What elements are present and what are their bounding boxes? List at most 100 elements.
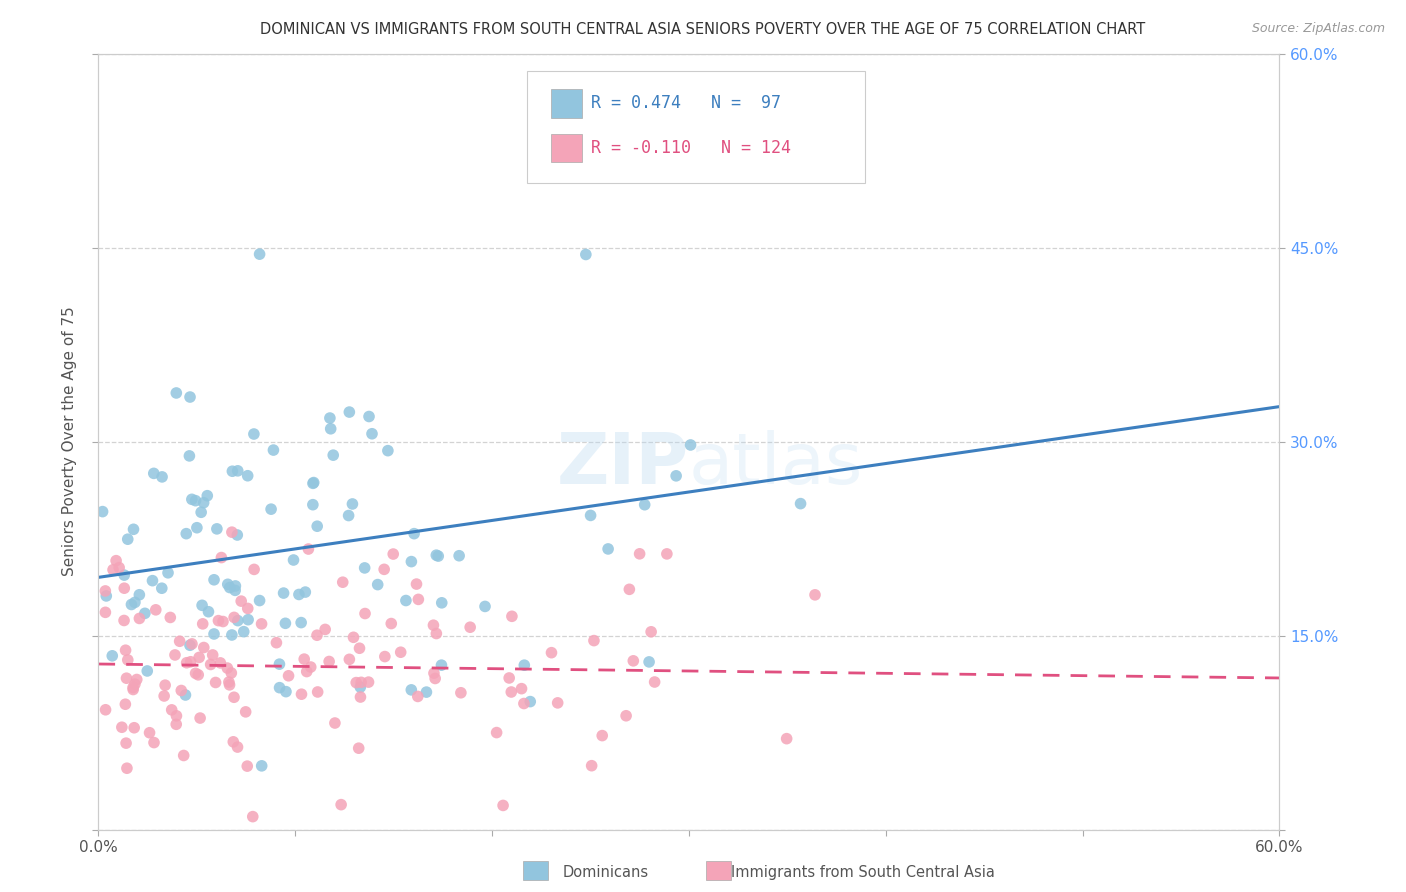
Text: atlas: atlas (689, 430, 863, 500)
Point (170, 683, 193, 698)
Point (181, 637, 204, 651)
Point (350, 675, 373, 690)
Point (401, 682, 423, 697)
Point (193, 640, 215, 655)
Point (274, 684, 297, 698)
Point (427, 549, 450, 563)
Point (226, 614, 249, 628)
Point (299, 660, 322, 674)
Point (150, 470, 173, 484)
Point (117, 653, 139, 667)
Point (374, 649, 396, 664)
Point (128, 588, 150, 602)
Point (349, 680, 371, 694)
Point (222, 690, 245, 705)
Point (243, 427, 266, 442)
Point (190, 505, 212, 519)
Point (458, 620, 481, 634)
Point (153, 678, 176, 692)
Point (292, 652, 315, 666)
Point (425, 626, 447, 640)
Point (157, 566, 180, 580)
Point (634, 498, 657, 512)
Point (302, 475, 325, 490)
Point (598, 541, 620, 556)
Point (243, 562, 266, 576)
Point (141, 574, 163, 588)
Point (174, 688, 197, 702)
Point (174, 526, 197, 541)
Point (382, 547, 405, 561)
Point (242, 810, 264, 824)
Point (401, 555, 423, 569)
Text: Dominicans: Dominicans (562, 865, 648, 880)
Point (114, 697, 136, 711)
Point (218, 678, 240, 692)
Point (638, 655, 661, 669)
Point (226, 464, 249, 478)
Point (415, 685, 437, 699)
Point (105, 554, 128, 568)
Point (288, 587, 311, 601)
Point (124, 677, 146, 691)
Point (217, 661, 239, 675)
Point (207, 614, 229, 628)
Point (128, 611, 150, 625)
Point (395, 593, 418, 607)
Point (319, 411, 342, 425)
Point (101, 648, 124, 663)
Point (318, 655, 340, 669)
Point (302, 476, 325, 491)
Point (249, 247, 271, 261)
Point (191, 616, 214, 631)
Point (322, 448, 344, 462)
Point (222, 735, 245, 749)
Point (143, 735, 166, 749)
Point (165, 717, 187, 731)
Point (579, 508, 602, 523)
Point (775, 731, 797, 746)
Point (269, 657, 291, 672)
Point (789, 497, 811, 511)
Point (120, 598, 142, 612)
Point (176, 656, 198, 670)
Point (221, 628, 243, 642)
Point (193, 496, 215, 510)
Point (519, 695, 541, 709)
Point (179, 449, 201, 463)
Point (425, 548, 447, 562)
Point (501, 685, 523, 699)
Point (114, 643, 136, 657)
Point (260, 502, 283, 516)
Point (283, 553, 305, 567)
Point (510, 681, 533, 696)
Point (367, 577, 389, 591)
Point (492, 798, 515, 813)
Point (330, 797, 353, 812)
Point (201, 648, 224, 662)
Point (235, 705, 257, 719)
Y-axis label: Seniors Poverty Over the Age of 75: Seniors Poverty Over the Age of 75 (62, 307, 77, 576)
Point (344, 675, 367, 690)
Point (273, 586, 295, 600)
Point (353, 561, 375, 575)
Point (262, 443, 284, 458)
Text: Immigrants from South Central Asia: Immigrants from South Central Asia (731, 865, 995, 880)
Point (226, 528, 249, 542)
Point (136, 664, 159, 678)
Text: Source: ZipAtlas.com: Source: ZipAtlas.com (1251, 22, 1385, 36)
Point (408, 592, 430, 607)
Point (314, 623, 336, 637)
Point (621, 654, 644, 668)
Point (614, 708, 637, 723)
Point (290, 615, 312, 630)
Point (250, 616, 273, 631)
Point (406, 690, 429, 704)
Point (425, 672, 447, 686)
Point (357, 409, 380, 424)
Point (644, 675, 666, 690)
Point (94, 605, 117, 619)
Point (221, 525, 243, 540)
Point (305, 628, 328, 642)
Point (266, 636, 288, 650)
